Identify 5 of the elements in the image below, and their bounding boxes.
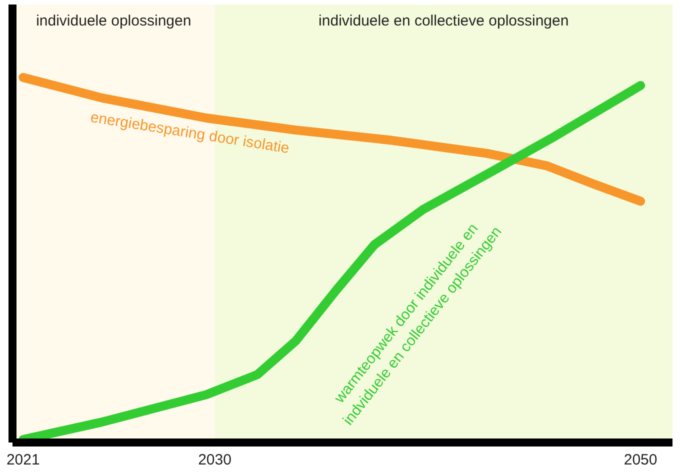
x-tick-label: 2050 xyxy=(624,452,658,468)
band-label: individuele en collectieve oplossingen xyxy=(318,12,569,30)
band-label: individuele oplossingen xyxy=(36,12,192,30)
x-tick-label: 2021 xyxy=(6,452,40,468)
x-tick-label: 2030 xyxy=(198,452,232,468)
